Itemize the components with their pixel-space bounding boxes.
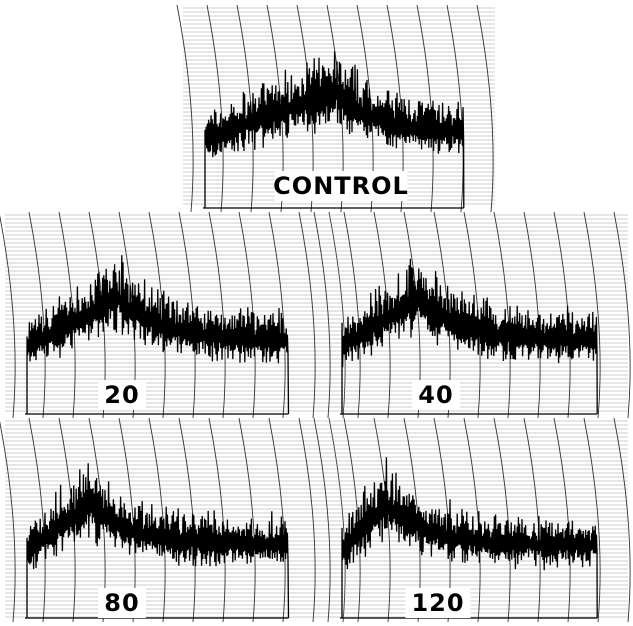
recording-panel: CONTROL [177,5,495,212]
recording-panel: 120 [314,418,630,622]
time-arc [29,418,45,622]
time-arc [209,418,225,622]
time-arc [299,418,315,622]
time-arc [314,418,330,622]
time-arc [0,418,15,622]
panel-label: 20 [104,381,139,409]
time-arc [614,418,630,622]
recording-panel: 80 [0,418,345,622]
panel-label: CONTROL [273,172,409,200]
trace [27,463,289,618]
recording-panel: 40 [314,212,630,418]
figure: CONTROL 20 40 80 120 [0,0,633,626]
time-arc [524,418,540,622]
recording-panel: 20 [0,212,345,418]
time-arc [329,418,345,622]
panel-label: 80 [104,589,139,617]
page: CONTROL204080120 (() => { const data = J… [0,0,633,626]
time-arc [554,418,570,622]
panel-label: 120 [411,589,464,617]
panel-label: 40 [418,381,453,409]
time-arc [239,418,255,622]
